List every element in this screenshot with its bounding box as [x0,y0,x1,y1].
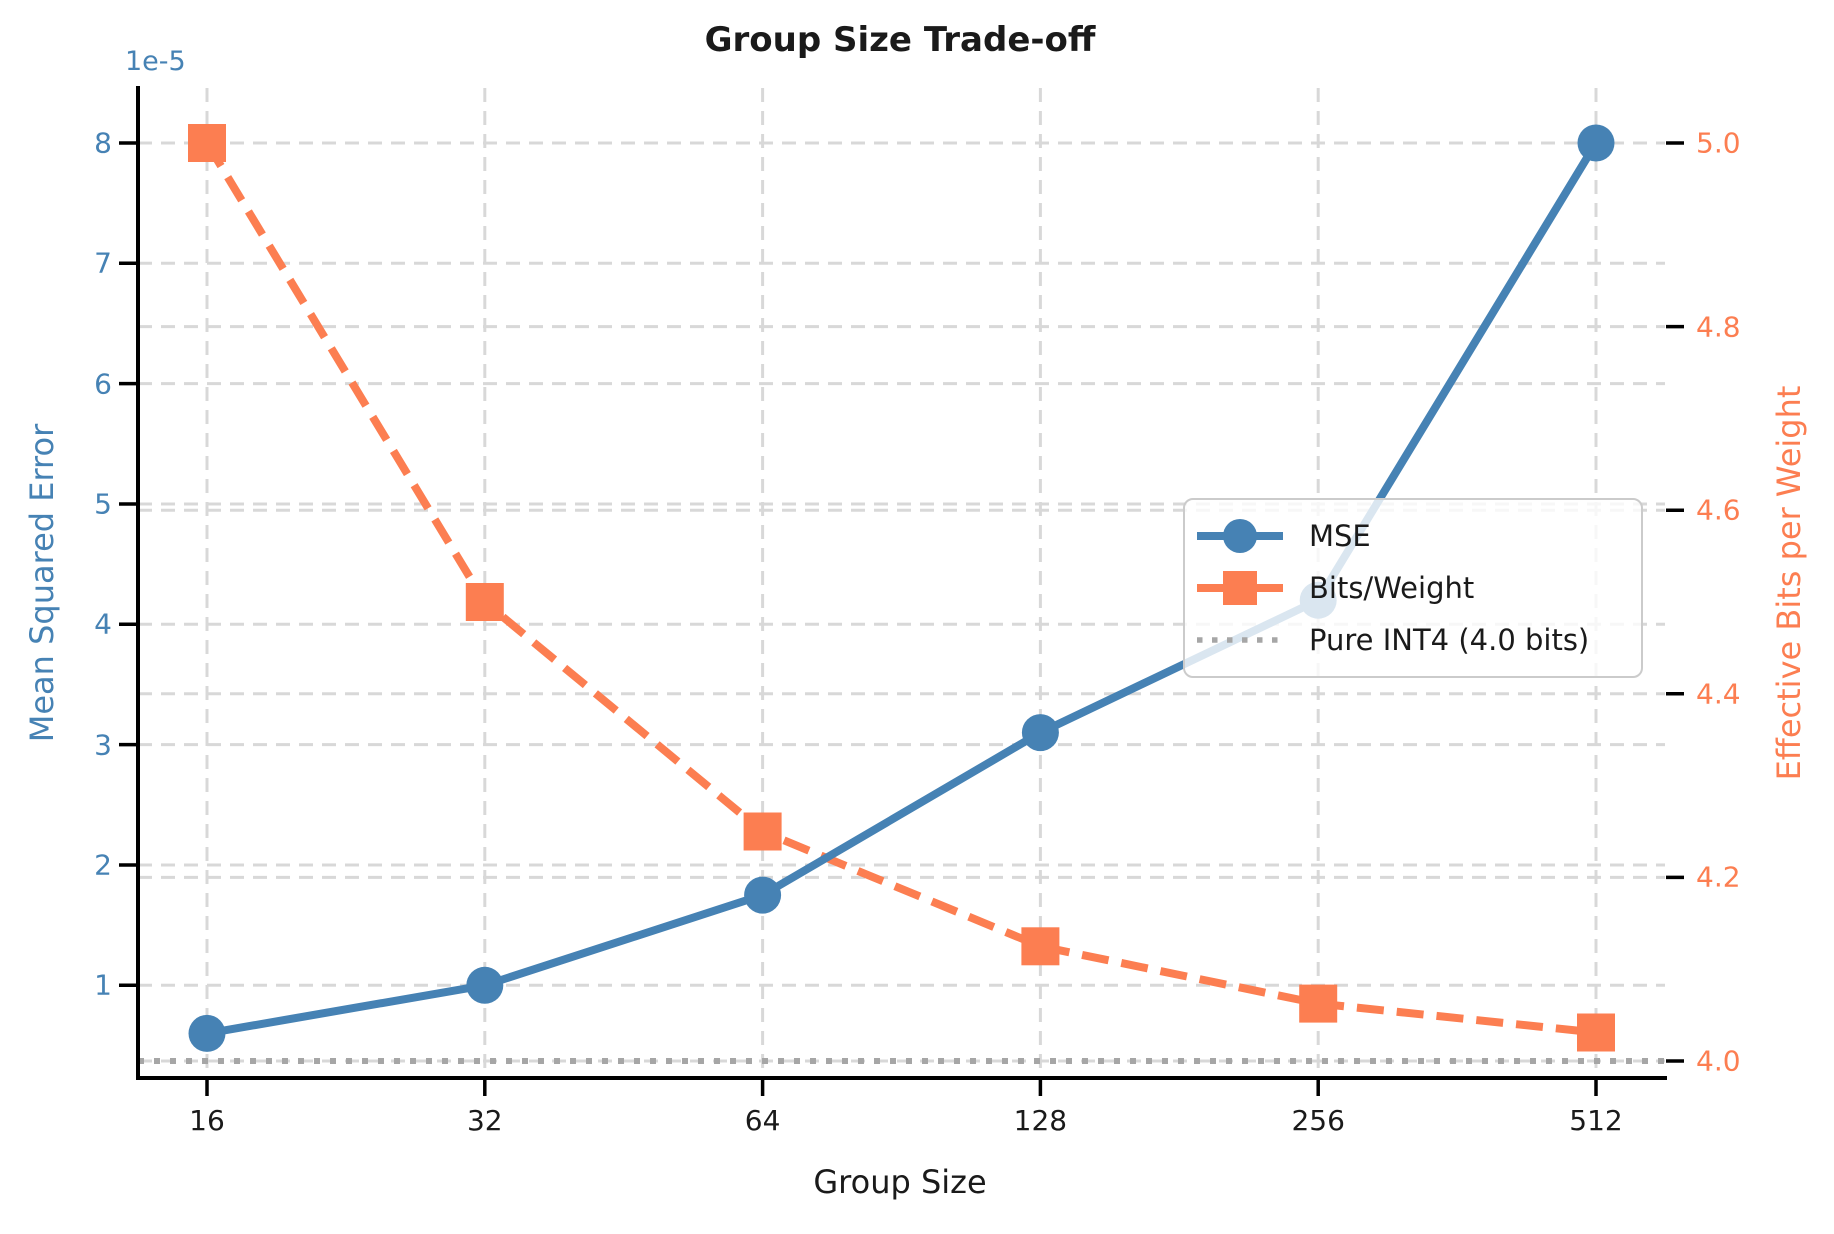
y-left-tick-label: 6 [94,367,112,401]
mse-marker [1577,124,1615,162]
pure-int4-legend-sample-icon [1197,637,1283,643]
legend-item-pure-int4: Pure INT4 (4.0 bits) [1195,620,1641,660]
y-left-tick-label: 1 [94,968,112,1002]
bits-weight-marker [1577,1013,1615,1052]
y-left-offset-text: 1e-5 [125,46,186,77]
y-right-tick-label: 4.0 [1696,1044,1741,1078]
y-right-tick-label: 4.6 [1696,493,1741,527]
y-left-tick-label: 2 [94,848,112,882]
bits-weight-line [203,140,1597,1037]
legend-item-mse: MSE [1195,516,1641,556]
y-left-tick-label: 7 [94,246,112,280]
y-right-tick-label: 4.8 [1696,310,1741,344]
mse-marker [1021,714,1059,752]
legend-label-bits-weight: Bits/Weight [1309,571,1475,605]
chart-title: Group Size Trade-off [704,20,1096,60]
y-left-tick-label: 8 [94,126,112,160]
bits-weight-marker [465,583,504,621]
y-right-axis-label: Effective Bits per Weight [1770,385,1808,781]
x-tick-label: 64 [744,1104,781,1137]
bits-weight-legend-sample-icon [1197,571,1283,605]
y-right-tick-label: 5.0 [1696,126,1741,160]
legend: MSE Bits/Weight Pure INT4 (4.0 bits) [1183,498,1643,678]
y-right-tick-label: 4.4 [1696,677,1741,711]
legend-label-pure-int4: Pure INT4 (4.0 bits) [1309,623,1590,657]
x-tick-label: 256 [1291,1104,1345,1137]
mse-legend-sample-icon [1197,519,1283,553]
y-left-tick-label: 4 [94,607,112,641]
x-tick-label: 128 [1013,1104,1068,1137]
bits-weight-marker [743,812,782,851]
y-left-axis-label: Mean Squared Error [23,423,61,743]
x-axis-label: Group Size [813,1163,987,1201]
y-right-tick-label: 4.2 [1696,860,1741,894]
y-left-tick-label: 3 [94,728,112,762]
bits-weight-marker [188,124,226,162]
x-tick-label: 32 [466,1104,503,1137]
legend-label-mse: MSE [1309,519,1371,553]
mse-marker [466,966,504,1004]
bits-weight-marker [1021,927,1060,966]
mse-marker [744,876,782,914]
legend-item-bits-weight: Bits/Weight [1195,568,1641,608]
bits-weight-marker [1299,984,1338,1023]
y-left-tick-label: 5 [94,487,112,521]
mse-marker [188,1014,226,1052]
x-tick-label: 16 [189,1104,225,1137]
x-tick-label: 512 [1569,1104,1623,1137]
